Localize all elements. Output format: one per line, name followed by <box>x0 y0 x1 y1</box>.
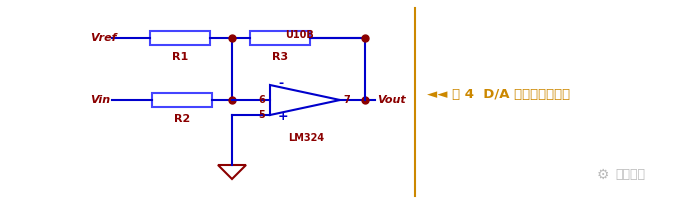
Text: Vref: Vref <box>90 33 117 43</box>
Text: 5: 5 <box>259 110 265 120</box>
FancyBboxPatch shape <box>152 93 212 107</box>
Text: 7: 7 <box>343 95 350 105</box>
Text: -: - <box>278 78 283 91</box>
Text: R1: R1 <box>172 52 188 62</box>
Text: +: + <box>278 110 289 122</box>
Text: ◄◄ 图 4  D/A 电平转换电路图: ◄◄ 图 4 D/A 电平转换电路图 <box>427 89 570 102</box>
Text: LM324: LM324 <box>288 133 324 143</box>
Text: R2: R2 <box>174 114 190 124</box>
Text: ⚙: ⚙ <box>597 168 610 182</box>
Text: 6: 6 <box>259 95 265 105</box>
FancyBboxPatch shape <box>150 31 210 45</box>
FancyBboxPatch shape <box>250 31 310 45</box>
Text: Vout: Vout <box>377 95 406 105</box>
Text: R3: R3 <box>272 52 288 62</box>
Text: 机器人网: 机器人网 <box>615 169 645 182</box>
Text: U10B: U10B <box>285 30 314 40</box>
Text: Vin: Vin <box>90 95 110 105</box>
